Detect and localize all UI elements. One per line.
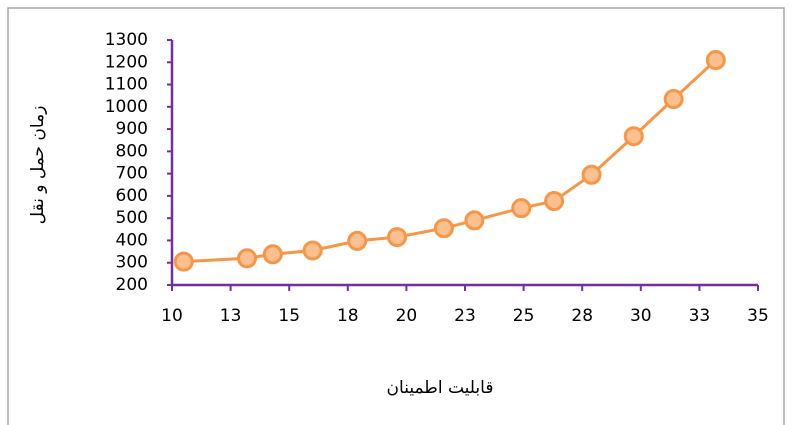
- y-tick-label: 700: [116, 164, 148, 184]
- data-point: [663, 89, 684, 110]
- data-point: [262, 244, 283, 265]
- data-point: [581, 164, 602, 185]
- x-tick-label: 28: [571, 306, 593, 326]
- data-point: [237, 248, 258, 269]
- data-point: [433, 218, 454, 239]
- y-tick-label: 900: [116, 119, 148, 139]
- data-point: [544, 191, 565, 212]
- x-tick-label: 25: [513, 306, 535, 326]
- x-tick-label: 33: [689, 306, 711, 326]
- x-tick-label: 23: [454, 306, 476, 326]
- x-tick-label: 35: [747, 306, 769, 326]
- y-tick-label: 300: [116, 253, 148, 273]
- y-tick-label: 200: [116, 275, 148, 295]
- y-tick-label: 400: [116, 230, 148, 250]
- chart-frame: [7, 7, 785, 425]
- y-axis-title: زمان حمل و نقل: [28, 106, 48, 225]
- data-point: [705, 50, 726, 71]
- x-tick-label: 20: [396, 306, 418, 326]
- y-tick-label: 800: [116, 141, 148, 161]
- data-point: [464, 210, 485, 231]
- y-tick-label: 1200: [105, 52, 148, 72]
- y-tick-label: 600: [116, 186, 148, 206]
- data-point: [511, 198, 532, 219]
- data-point: [302, 240, 323, 261]
- y-tick-label: 500: [116, 208, 148, 228]
- data-point: [173, 251, 194, 272]
- y-tick-label: 1100: [105, 75, 148, 95]
- x-tick-label: 30: [630, 306, 652, 326]
- x-tick-label: 13: [220, 306, 242, 326]
- y-tick-label: 1000: [105, 97, 148, 117]
- data-point: [347, 230, 368, 251]
- x-tick-label: 15: [278, 306, 300, 326]
- data-point: [387, 227, 408, 248]
- y-tick-label: 1300: [105, 30, 148, 50]
- x-tick-label: 18: [337, 306, 359, 326]
- x-tick-label: 10: [161, 306, 183, 326]
- data-point: [623, 126, 644, 147]
- x-axis-title: قابليت اطمينان: [387, 378, 494, 398]
